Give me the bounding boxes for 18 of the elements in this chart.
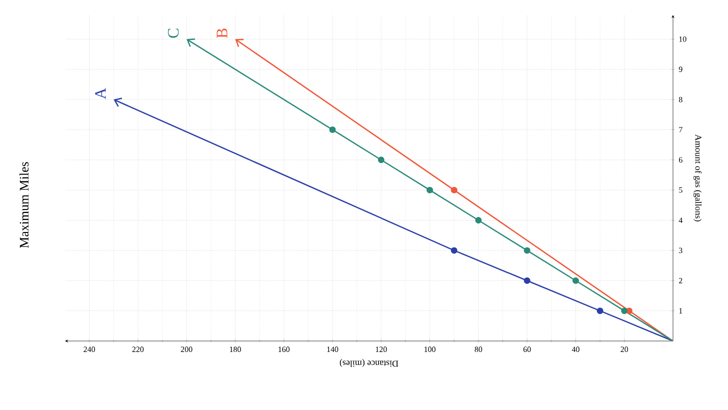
legend-label: A [95,88,106,100]
y-axis-title: Amount of gas (gallons) [693,134,702,222]
point [378,156,384,164]
x-axis-title: Distance (miles) [340,358,398,367]
point [475,217,482,224]
point [524,277,530,284]
line-series [114,100,673,341]
text: Maximum Miles [19,162,29,248]
legend-label: C [168,28,179,38]
legend-label: B [216,28,228,38]
point [572,277,579,284]
point [524,247,530,254]
point [426,186,434,194]
point [329,126,336,133]
point [450,247,458,254]
point [621,308,628,314]
point [596,308,604,314]
point [450,186,458,194]
